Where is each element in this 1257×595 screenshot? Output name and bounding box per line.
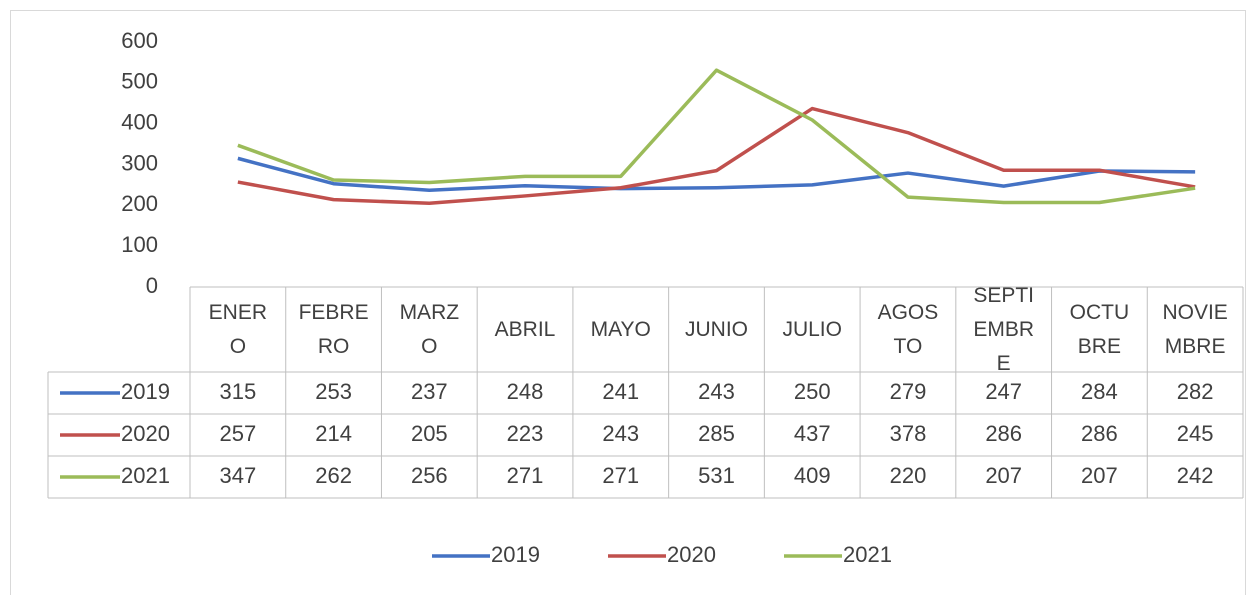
table-value: 223 bbox=[507, 421, 544, 446]
table-value: 271 bbox=[507, 463, 544, 488]
chart-border bbox=[10, 10, 1246, 595]
table-value: 285 bbox=[698, 421, 735, 446]
category-label: ABRIL bbox=[494, 317, 556, 341]
table-value: 315 bbox=[220, 379, 257, 404]
y-tick-label: 400 bbox=[121, 109, 158, 134]
category-label: MAYO bbox=[590, 317, 651, 341]
table-value: 279 bbox=[890, 379, 927, 404]
table-value: 378 bbox=[890, 421, 927, 446]
table-value: 250 bbox=[794, 379, 831, 404]
table-value: 207 bbox=[1081, 463, 1118, 488]
table-value: 207 bbox=[985, 463, 1022, 488]
table-value: 245 bbox=[1177, 421, 1214, 446]
category-label: ENERO bbox=[208, 300, 268, 358]
table-value: 286 bbox=[985, 421, 1022, 446]
y-tick-label: 0 bbox=[146, 273, 158, 298]
table-value: 282 bbox=[1177, 379, 1214, 404]
table-value: 243 bbox=[698, 379, 735, 404]
series-line bbox=[237, 68, 1196, 205]
table-series-name: 2020 bbox=[121, 421, 170, 446]
category-label: FEBRERO bbox=[298, 300, 369, 358]
table-value: 262 bbox=[315, 463, 352, 488]
table-value: 286 bbox=[1081, 421, 1118, 446]
table-value: 214 bbox=[315, 421, 352, 446]
series-line bbox=[237, 106, 1196, 206]
table-value: 253 bbox=[315, 379, 352, 404]
table-value: 248 bbox=[507, 379, 544, 404]
table-value: 257 bbox=[220, 421, 257, 446]
table-value: 284 bbox=[1081, 379, 1118, 404]
table-series-name: 2021 bbox=[121, 463, 170, 488]
y-tick-label: 500 bbox=[121, 69, 158, 94]
legend-label: 2021 bbox=[843, 542, 892, 567]
table-value: 437 bbox=[794, 421, 831, 446]
table-value: 271 bbox=[602, 463, 639, 488]
legend-label: 2019 bbox=[491, 542, 540, 567]
table-value: 237 bbox=[411, 379, 448, 404]
category-label: OCTUBRE bbox=[1069, 300, 1130, 358]
table-value: 256 bbox=[411, 463, 448, 488]
y-tick-label: 100 bbox=[121, 232, 158, 257]
legend-label: 2020 bbox=[667, 542, 716, 567]
table-value: 531 bbox=[698, 463, 735, 488]
category-label: NOVIEMBRE bbox=[1162, 300, 1228, 358]
y-tick-label: 200 bbox=[121, 191, 158, 216]
table-value: 243 bbox=[602, 421, 639, 446]
table-series-name: 2019 bbox=[121, 379, 170, 404]
table-value: 247 bbox=[985, 379, 1022, 404]
table-value: 241 bbox=[602, 379, 639, 404]
category-label: MARZO bbox=[399, 300, 460, 358]
table-value: 347 bbox=[220, 463, 257, 488]
table-value: 220 bbox=[890, 463, 927, 488]
category-label: AGOSTO bbox=[877, 300, 939, 358]
category-label: SEPTIEMBRE bbox=[973, 283, 1035, 375]
y-tick-label: 600 bbox=[121, 28, 158, 53]
table-value: 205 bbox=[411, 421, 448, 446]
y-tick-label: 300 bbox=[121, 150, 158, 175]
category-label: JULIO bbox=[782, 317, 842, 341]
category-label: JUNIO bbox=[684, 317, 748, 341]
table-value: 409 bbox=[794, 463, 831, 488]
table-value: 242 bbox=[1177, 463, 1214, 488]
series-line bbox=[237, 156, 1196, 192]
